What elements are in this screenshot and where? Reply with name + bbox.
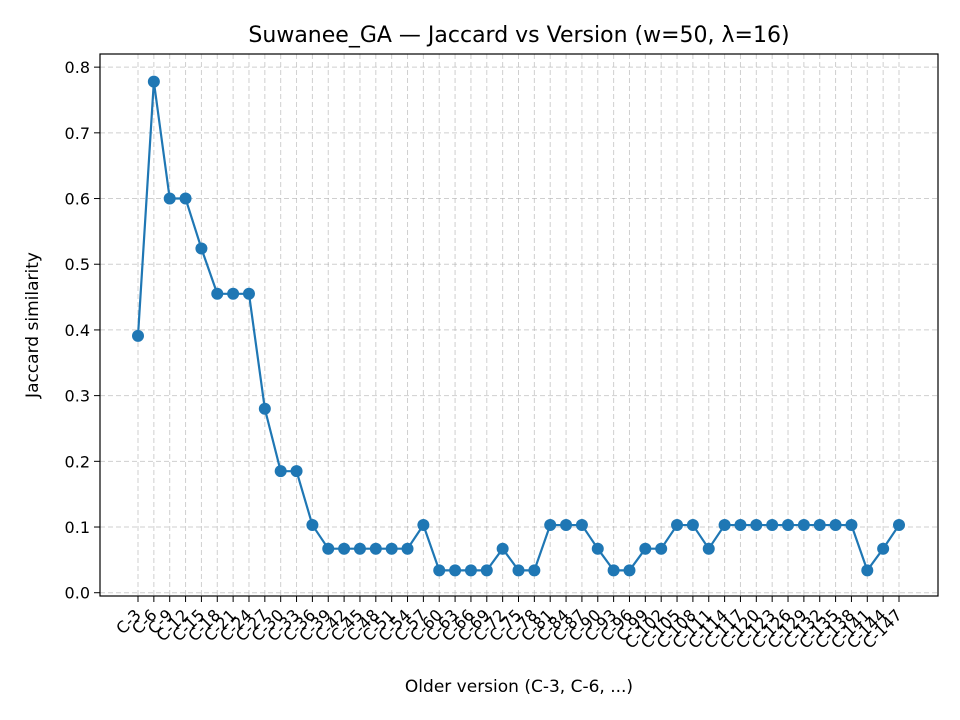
data-point	[369, 542, 382, 555]
y-tick-label: 0.3	[65, 387, 90, 406]
y-tick-label: 0.7	[65, 124, 90, 143]
data-point	[211, 287, 224, 300]
data-point	[575, 519, 588, 532]
data-point	[132, 329, 144, 342]
data-point	[242, 287, 255, 300]
data-point	[623, 564, 636, 577]
data-point	[338, 542, 351, 555]
y-tick-label: 0.6	[65, 190, 90, 209]
data-point	[353, 542, 366, 555]
grid-layer	[100, 54, 938, 596]
data-point	[829, 519, 842, 532]
series-layer	[132, 75, 905, 577]
chart-title: Suwanee_GA — Jaccard vs Version (w=50, λ…	[248, 23, 789, 48]
axis-layer: 0.00.10.20.30.40.50.60.70.8C-3C-6C-9C-12…	[65, 58, 906, 652]
data-point	[750, 519, 763, 532]
y-tick-label: 0.4	[65, 321, 90, 340]
data-point	[433, 564, 446, 577]
data-point	[401, 542, 414, 555]
data-point	[686, 519, 699, 532]
data-point	[813, 519, 826, 532]
x-axis-label: Older version (C-3, C-6, ...)	[405, 677, 633, 697]
y-tick-label: 0.0	[65, 584, 90, 603]
data-point	[607, 564, 620, 577]
data-point	[322, 542, 335, 555]
y-axis-label: Jaccard similarity	[23, 252, 43, 399]
data-point	[734, 519, 747, 532]
data-point	[480, 564, 493, 577]
data-point	[290, 465, 303, 478]
y-tick-label: 0.8	[65, 58, 90, 77]
data-point	[496, 542, 509, 555]
data-point	[560, 519, 573, 532]
data-point	[766, 519, 779, 532]
data-point	[591, 542, 604, 555]
data-point	[544, 519, 557, 532]
data-point	[512, 564, 525, 577]
data-point	[306, 519, 319, 532]
data-point	[718, 519, 731, 532]
data-point	[464, 564, 477, 577]
data-point	[227, 287, 240, 300]
data-point	[528, 564, 541, 577]
data-point	[195, 242, 208, 255]
data-point	[655, 542, 668, 555]
data-point	[797, 519, 810, 532]
data-point	[861, 564, 874, 577]
data-point	[893, 519, 905, 532]
data-point	[782, 519, 795, 532]
data-point	[147, 75, 160, 88]
data-point	[877, 542, 890, 555]
data-point	[258, 402, 271, 415]
data-point	[274, 465, 287, 478]
data-point	[385, 542, 398, 555]
data-point	[845, 519, 858, 532]
y-tick-label: 0.5	[65, 255, 90, 274]
data-point	[449, 564, 462, 577]
data-point	[702, 542, 715, 555]
y-tick-label: 0.2	[65, 452, 90, 471]
data-point	[417, 519, 430, 532]
data-point	[639, 542, 652, 555]
data-point	[163, 192, 176, 205]
y-tick-label: 0.1	[65, 518, 90, 537]
data-point	[671, 519, 684, 532]
data-point	[179, 192, 192, 205]
